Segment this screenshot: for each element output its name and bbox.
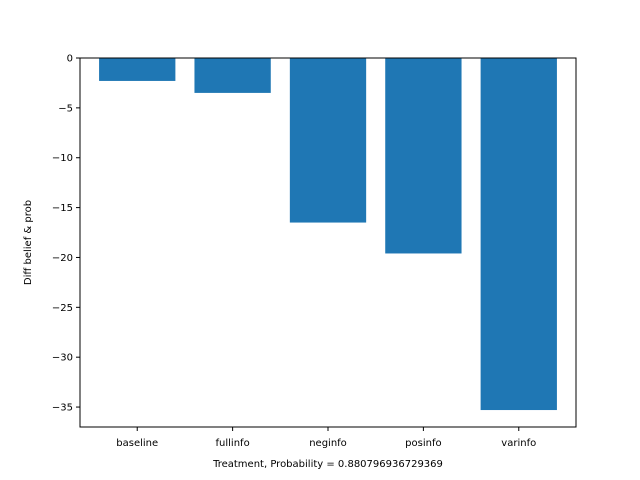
y-tick-label: −20 — [52, 253, 73, 264]
bar-neginfo — [289, 58, 367, 223]
y-tick-label: −5 — [58, 103, 73, 114]
x-axis-ticks: baseline fullinfo neginfo posinfo varinfo — [116, 427, 536, 449]
bar-varinfo — [480, 58, 557, 411]
x-tick-label-neginfo: neginfo — [309, 438, 347, 449]
y-tick-label: −25 — [52, 303, 73, 314]
x-tick-label-varinfo: varinfo — [501, 438, 536, 449]
x-tick-label-baseline: baseline — [116, 438, 158, 449]
x-tick-label-posinfo: posinfo — [405, 438, 441, 449]
y-axis-label: Diff belief & prob — [23, 200, 34, 285]
x-axis-label: Treatment, Probability = 0.8807969367293… — [212, 459, 443, 470]
x-tick-label-fullinfo: fullinfo — [216, 438, 250, 449]
plot-frame — [79, 57, 577, 428]
y-tick-label: −10 — [52, 153, 73, 164]
bar-baseline — [99, 58, 176, 81]
y-tick-label: −30 — [52, 353, 73, 364]
bar-group — [99, 58, 557, 411]
y-tick-label: −35 — [52, 403, 73, 414]
y-tick-label: 0 — [67, 54, 73, 65]
y-tick-label: −15 — [52, 203, 73, 214]
y-axis-ticks: 0 −5 −10 −15 −20 −25 −30 −35 — [52, 54, 80, 414]
bar-posinfo — [385, 58, 462, 254]
bar-fullinfo — [194, 58, 271, 93]
